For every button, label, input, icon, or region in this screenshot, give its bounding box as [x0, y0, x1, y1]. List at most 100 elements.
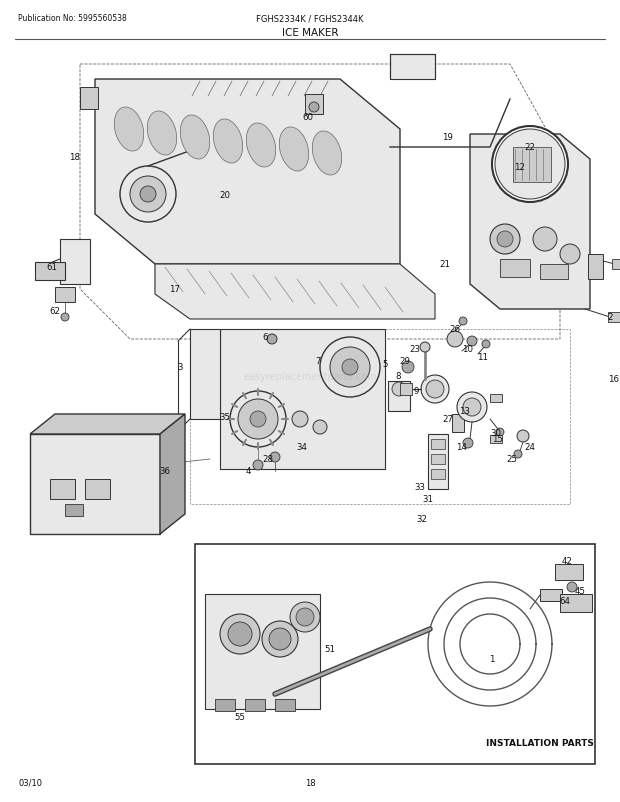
Circle shape: [463, 399, 481, 416]
Bar: [264, 687, 282, 701]
Circle shape: [457, 392, 487, 423]
Text: 42: 42: [562, 557, 572, 565]
Text: Publication No: 5995560538: Publication No: 5995560538: [18, 14, 126, 23]
Circle shape: [533, 228, 557, 252]
Text: 9: 9: [414, 387, 418, 396]
Circle shape: [194, 139, 206, 151]
Bar: [490, 435, 502, 444]
Text: 12: 12: [515, 164, 526, 172]
Text: 31: 31: [422, 495, 433, 504]
Bar: [431, 455, 445, 464]
Circle shape: [517, 431, 529, 443]
Bar: [80, 88, 98, 110]
Text: 16: 16: [608, 375, 619, 384]
Circle shape: [420, 342, 430, 353]
Circle shape: [290, 602, 320, 632]
Text: 55: 55: [234, 713, 246, 722]
Bar: [190, 330, 220, 419]
Text: 35: 35: [219, 413, 231, 422]
Circle shape: [140, 187, 156, 203]
Text: 5: 5: [383, 360, 388, 369]
Text: 45: 45: [575, 587, 585, 596]
Text: 18: 18: [69, 153, 81, 162]
Text: 2: 2: [607, 313, 613, 322]
Circle shape: [392, 383, 406, 396]
Bar: [490, 395, 502, 403]
Text: 51: 51: [324, 645, 335, 654]
Ellipse shape: [246, 124, 276, 168]
Text: 3: 3: [177, 363, 183, 372]
Circle shape: [120, 167, 176, 223]
Bar: [540, 589, 562, 602]
Text: 23: 23: [409, 345, 420, 354]
Circle shape: [426, 380, 444, 399]
Text: 24: 24: [525, 443, 536, 452]
Circle shape: [320, 338, 380, 398]
Bar: [431, 469, 445, 480]
Circle shape: [313, 420, 327, 435]
Text: 62: 62: [50, 307, 61, 316]
Bar: [190, 330, 570, 504]
Bar: [388, 382, 410, 411]
Bar: [50, 480, 75, 500]
Text: 29: 29: [399, 357, 410, 366]
Text: 25: 25: [507, 455, 518, 464]
Text: 28: 28: [262, 455, 273, 464]
Text: 17: 17: [169, 286, 180, 294]
Bar: [608, 313, 620, 322]
Text: 21: 21: [440, 260, 451, 269]
Ellipse shape: [312, 132, 342, 176]
Text: 6: 6: [262, 333, 268, 342]
Bar: [513, 148, 551, 183]
Bar: [65, 504, 83, 516]
Bar: [560, 594, 592, 612]
Circle shape: [567, 582, 577, 592]
Text: INSTALLATION PARTS: INSTALLATION PARTS: [486, 738, 594, 747]
Polygon shape: [470, 135, 590, 310]
Bar: [452, 415, 464, 432]
Text: 19: 19: [441, 133, 453, 142]
Text: 34: 34: [296, 443, 308, 452]
Circle shape: [402, 362, 414, 374]
Polygon shape: [95, 80, 400, 265]
Circle shape: [250, 411, 266, 427]
Text: 22: 22: [525, 144, 536, 152]
Bar: [431, 439, 445, 449]
Ellipse shape: [279, 128, 309, 172]
Text: 10: 10: [463, 345, 474, 354]
Circle shape: [490, 225, 520, 255]
Text: 1: 1: [489, 654, 495, 664]
Text: 32: 32: [417, 515, 428, 524]
Text: 11: 11: [477, 353, 489, 362]
Circle shape: [497, 232, 513, 248]
Text: 14: 14: [456, 443, 467, 452]
Circle shape: [269, 628, 291, 650]
Circle shape: [467, 337, 477, 346]
Circle shape: [220, 614, 260, 654]
Bar: [588, 255, 603, 280]
Circle shape: [262, 622, 298, 657]
Circle shape: [270, 452, 280, 463]
Text: 60: 60: [303, 113, 314, 123]
Text: 7: 7: [315, 357, 321, 366]
Ellipse shape: [180, 115, 210, 160]
Text: 4: 4: [246, 467, 250, 476]
Circle shape: [267, 334, 277, 345]
Bar: [555, 565, 583, 581]
Circle shape: [330, 347, 370, 387]
Bar: [35, 263, 65, 281]
Circle shape: [482, 341, 490, 349]
Bar: [500, 260, 530, 277]
Circle shape: [228, 622, 252, 646]
Polygon shape: [30, 415, 185, 435]
Text: 64: 64: [559, 597, 570, 606]
Bar: [85, 480, 110, 500]
Polygon shape: [160, 415, 185, 534]
Circle shape: [296, 608, 314, 626]
Bar: [205, 594, 320, 709]
Bar: [540, 265, 568, 280]
Bar: [55, 288, 75, 302]
Circle shape: [130, 176, 166, 213]
Circle shape: [492, 127, 568, 203]
Circle shape: [309, 103, 319, 113]
